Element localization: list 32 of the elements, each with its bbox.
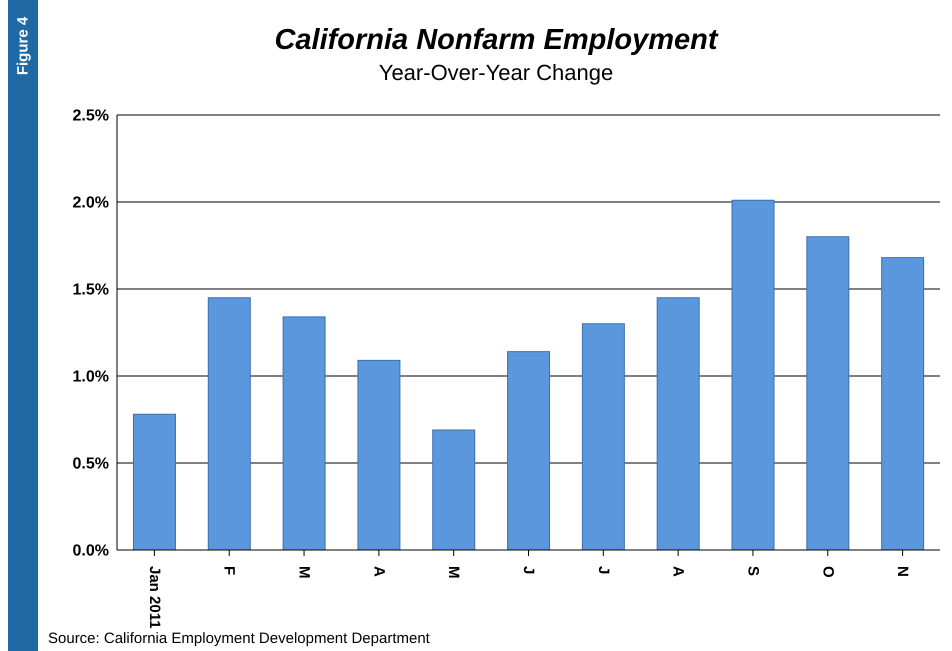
x-tick-label: F xyxy=(220,566,238,576)
x-tick-label: S xyxy=(744,566,762,576)
x-tick-label: M xyxy=(296,566,313,578)
y-tick-label: 0.5% xyxy=(72,456,109,473)
x-tick-label: Jan 2011 xyxy=(146,566,163,629)
bar xyxy=(507,351,550,550)
x-tick-label: A xyxy=(370,566,388,577)
y-tick-label: 1.0% xyxy=(72,368,109,386)
x-tick-label: M xyxy=(445,566,462,578)
y-tick-label: 1.5% xyxy=(72,282,109,299)
source-note: Source: California Employment Development Department xyxy=(48,630,430,647)
caption: Figure 4 xyxy=(14,16,32,76)
bar xyxy=(357,360,400,550)
bar xyxy=(282,316,326,550)
bar xyxy=(806,236,850,550)
bar xyxy=(208,297,251,550)
bar xyxy=(432,429,476,550)
y-tick-label: 2.0% xyxy=(72,194,109,212)
y-tick-label: 2.5% xyxy=(72,108,109,125)
bar xyxy=(732,200,775,550)
x-tick-label: A xyxy=(670,566,687,577)
y-tick-label: 0.0% xyxy=(72,542,109,560)
x-tick-label: O xyxy=(819,566,836,578)
x-tick-label: J xyxy=(594,566,612,574)
x-tick-label: N xyxy=(894,566,912,577)
bar xyxy=(881,257,924,550)
chart-subtitle: Year-Over-Year Change xyxy=(378,60,614,86)
chart-title: California Nonfarm Employment xyxy=(273,24,720,57)
x-tick-label: J xyxy=(520,566,537,574)
bar xyxy=(582,323,625,550)
bar xyxy=(656,297,700,550)
bar xyxy=(132,414,176,550)
